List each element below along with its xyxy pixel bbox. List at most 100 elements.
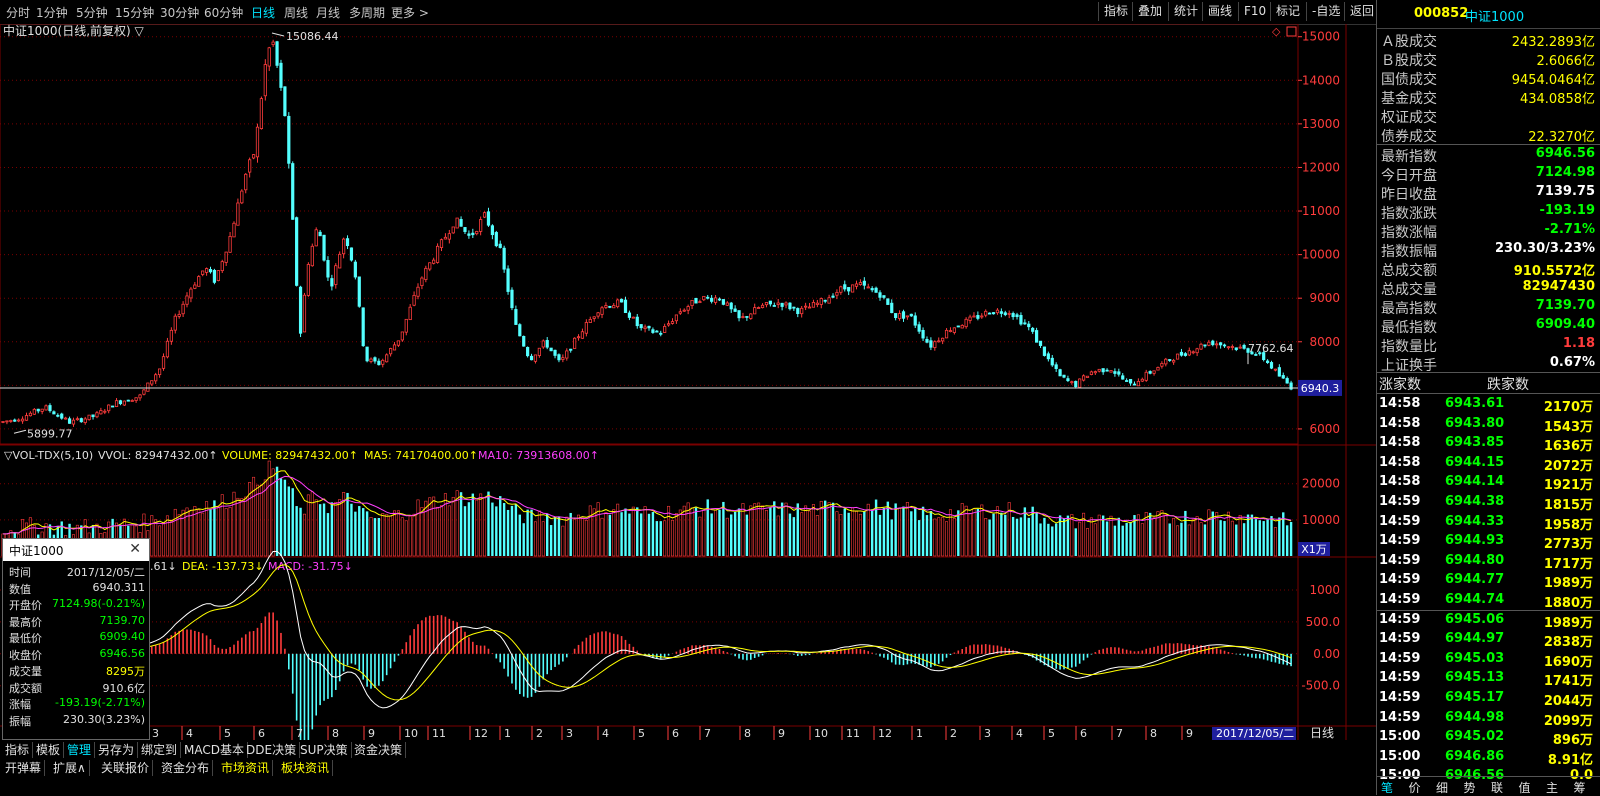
candle-body [5,420,9,423]
tool-button-6[interactable]: -自选 [1306,2,1345,21]
tool-button-4[interactable]: F10 [1238,2,1271,21]
candle-body [858,282,863,285]
bottom-tab-4[interactable]: 绑定到 [138,742,182,758]
candle-body [111,405,115,408]
tick-price: 6944.80 [1445,552,1505,568]
candle-body [48,405,52,412]
rise-count-label: 涨家数 [1379,377,1421,393]
tool-button-1[interactable]: 叠加 [1132,2,1167,21]
volume-bar [447,505,451,557]
volume-bar [420,507,424,557]
candle-body [1093,371,1097,374]
tooltip-row: 时间 2017/12/05/二 [3,564,149,579]
quote-footer-tab-0[interactable]: 笔 [1381,781,1394,795]
bottom-tab2-0[interactable]: 开弹幕 [2,760,46,776]
bottom-tab2-3[interactable]: 资金分布 [158,760,214,776]
volume-bar [1144,511,1148,557]
candle-body [764,302,769,306]
volume-bar [475,499,479,557]
timeframe-tab-2[interactable]: 5分钟 [76,6,108,20]
bottom-tab-6[interactable]: DDE决策 [243,742,301,758]
candle-body [154,374,158,382]
candle-body [1070,381,1074,384]
volume-bar [201,512,205,557]
candle-body [322,234,326,261]
volume-bar [706,499,709,556]
turnover-value: 2.6066亿 [1536,54,1596,69]
candle-body [796,308,800,314]
quote-footer-tab-4[interactable]: 联 [1491,781,1504,795]
volume-bar [279,478,283,556]
volume-bar [851,507,855,557]
bottom-tab-7[interactable]: SUP决策 [297,742,352,758]
tool-button-2[interactable]: 统计 [1168,2,1203,21]
quote-footer-tab-5[interactable]: 值 [1518,781,1531,795]
candle-body [831,295,835,298]
bottom-tab2-5[interactable]: 板块资讯 [278,760,334,776]
index-value: 910.5572亿 [1513,264,1595,279]
kline-chart[interactable]: 中证1000(日线,前复权) ▽ ◇ 15000140001300012000110… [0,24,1376,740]
bottom-tab-2[interactable]: 管理 [64,742,96,758]
timeframe-tab-5[interactable]: 60分钟 [204,6,244,20]
tool-button-7[interactable]: 返回 [1344,2,1379,21]
quote-footer-tab-1[interactable]: 价 [1408,781,1421,795]
bottom-tab2-1[interactable]: 扩展∧ [50,760,90,776]
candle-body [839,286,843,293]
timeframe-tab-10[interactable]: 更多 > [391,6,429,20]
volume-bar [342,491,346,557]
volume-bar [796,503,799,556]
tooltip-row: 最高价 7139.70 [3,614,149,629]
timeframe-tab-4[interactable]: 30分钟 [160,6,200,20]
timeframe-tab-1[interactable]: 1分钟 [36,6,68,20]
index-row: 总成交额 910.5572亿 [1377,260,1600,279]
volume-bar [1117,517,1121,556]
index-value: 0.67% [1549,355,1595,370]
quote-footer-tab-6[interactable]: 主 [1546,781,1559,795]
timeframe-tab-7[interactable]: 周线 [284,6,309,20]
volume-bar [428,497,432,557]
volume-bar [1121,525,1124,556]
quote-footer-tab-2[interactable]: 细 [1436,781,1449,795]
bottom-tab-0[interactable]: 指标 [2,742,34,758]
candle-body [428,262,432,270]
index-value: 7124.98 [1535,165,1595,180]
bottom-tab-3[interactable]: 另存为 [95,742,139,758]
tick-volume: 1636万 [1543,439,1593,455]
close-icon[interactable]: ✕ [129,541,141,557]
quote-footer-tabs: 笔价 细势 联值 主筹 [1377,776,1600,796]
candle-body [690,299,694,306]
candle-body [271,41,275,45]
quote-footer-tab-7[interactable]: 筹 [1573,781,1586,795]
volume-bar [819,500,823,557]
candle-body [850,284,855,293]
tooltip-key: 成交量 [9,665,42,678]
tool-button-0[interactable]: 指标 [1098,2,1133,21]
volume-bar [655,521,659,556]
bottom-tab2-4[interactable]: 市场资讯 [218,760,274,776]
volume-bar [1093,523,1097,557]
tool-button-3[interactable]: 画线 [1202,2,1237,21]
bottom-tab2-2[interactable]: 关联报价 [98,760,154,776]
candle-body [929,340,933,348]
volume-bar [432,496,436,557]
bottom-tab-8[interactable]: 资金决策 [351,742,407,758]
timeframe-tab-0[interactable]: 分时 [6,6,31,20]
timeframe-tab-6[interactable]: 日线 [251,6,276,20]
candle-body [655,330,659,333]
bottom-tab-1[interactable]: 模板 [33,742,65,758]
candle-body [843,284,847,290]
bottom-tab-5[interactable]: MACD基本 [181,742,248,758]
candle-body [1254,354,1258,356]
timeframe-tab-3[interactable]: 15分钟 [115,6,155,20]
timeframe-tab-8[interactable]: 月线 [316,6,341,20]
tick-price: 6945.02 [1445,729,1505,745]
index-label: 总成交量 [1381,282,1437,298]
timeframe-tab-9[interactable]: 多周期 [349,6,386,20]
quote-footer-tab-3[interactable]: 势 [1463,781,1476,795]
diamond-icon[interactable]: ◇ [1272,25,1281,38]
tool-button-5[interactable]: 标记 [1270,2,1305,21]
square-icon[interactable] [1286,26,1297,37]
volume-bar [592,508,596,557]
volume-bar [992,513,995,556]
volume-bar [902,506,905,556]
